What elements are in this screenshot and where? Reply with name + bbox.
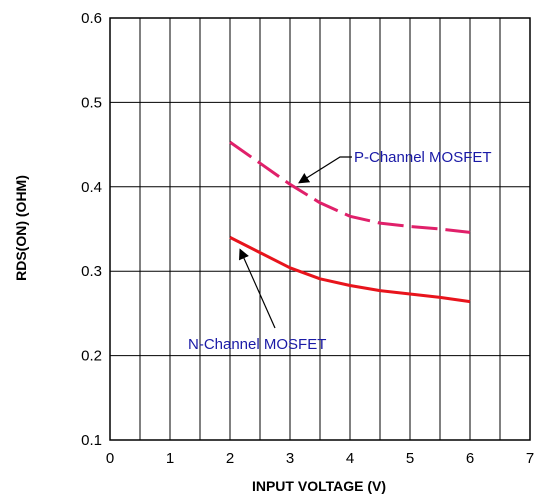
y-tick-label: 0.5 xyxy=(81,94,102,111)
y-tick-label: 0.1 xyxy=(81,432,102,449)
y-axis-label: RDS(ON) (OHM) xyxy=(13,175,29,281)
p-channel-annotation: P-Channel MOSFET xyxy=(354,149,492,166)
series-lines xyxy=(229,140,471,304)
x-tick-label: 6 xyxy=(466,450,474,467)
annotations: P-Channel MOSFET N-Channel MOSFET xyxy=(188,149,492,353)
x-tick-label: 2 xyxy=(226,450,234,467)
x-tick-label: 0 xyxy=(106,450,114,467)
grid-lines xyxy=(110,18,530,440)
x-tick-labels: 0 1 2 3 4 5 6 7 xyxy=(106,450,534,467)
p-channel-mosfet-line xyxy=(229,140,471,234)
x-axis-label: INPUT VOLTAGE (V) xyxy=(252,478,386,494)
plot-frame xyxy=(109,17,531,441)
y-tick-label: 0.2 xyxy=(81,348,102,365)
n-channel-annotation: N-Channel MOSFET xyxy=(188,336,326,353)
n-channel-mosfet-line xyxy=(229,236,471,304)
x-tick-label: 4 xyxy=(346,450,354,467)
n-channel-arrow xyxy=(239,248,276,329)
p-channel-arrow xyxy=(298,156,352,184)
y-tick-label: 0.4 xyxy=(81,179,102,196)
y-tick-labels: 0.1 0.2 0.3 0.4 0.5 0.6 xyxy=(81,10,102,449)
y-tick-label: 0.6 xyxy=(81,10,102,27)
y-tick-label: 0.3 xyxy=(81,263,102,280)
x-tick-label: 7 xyxy=(526,450,534,467)
x-tick-label: 3 xyxy=(286,450,294,467)
x-tick-label: 5 xyxy=(406,450,414,467)
x-tick-label: 1 xyxy=(166,450,174,467)
